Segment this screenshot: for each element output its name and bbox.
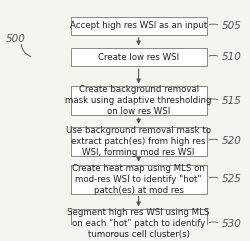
Text: Accept high res WSI as an input: Accept high res WSI as an input bbox=[70, 21, 207, 30]
Text: 505: 505 bbox=[222, 21, 241, 31]
Text: Create background removal
mask using adaptive thresholding
on low res WSI: Create background removal mask using ada… bbox=[65, 85, 212, 116]
FancyBboxPatch shape bbox=[70, 127, 206, 156]
Text: Create heat map using MLS on
mod-res WSI to identify "hot"
patch(es) at mod res: Create heat map using MLS on mod-res WSI… bbox=[72, 163, 205, 195]
Text: 530: 530 bbox=[222, 219, 241, 229]
Text: 510: 510 bbox=[222, 52, 241, 62]
FancyBboxPatch shape bbox=[70, 209, 206, 238]
Text: Use background removal mask to
extract patch(es) from high res
WSI, forming mod : Use background removal mask to extract p… bbox=[66, 126, 211, 157]
Text: 500: 500 bbox=[6, 34, 26, 44]
FancyBboxPatch shape bbox=[70, 17, 206, 35]
Text: Segment high res WSI using MLS
on each "hot" patch to identify
tumorous cell clu: Segment high res WSI using MLS on each "… bbox=[68, 208, 210, 239]
Text: 520: 520 bbox=[222, 136, 241, 146]
Text: 525: 525 bbox=[222, 174, 241, 184]
FancyBboxPatch shape bbox=[70, 165, 206, 194]
Text: 515: 515 bbox=[222, 96, 241, 106]
FancyBboxPatch shape bbox=[70, 86, 206, 115]
Text: Create low res WSI: Create low res WSI bbox=[98, 53, 179, 62]
FancyBboxPatch shape bbox=[70, 48, 206, 66]
